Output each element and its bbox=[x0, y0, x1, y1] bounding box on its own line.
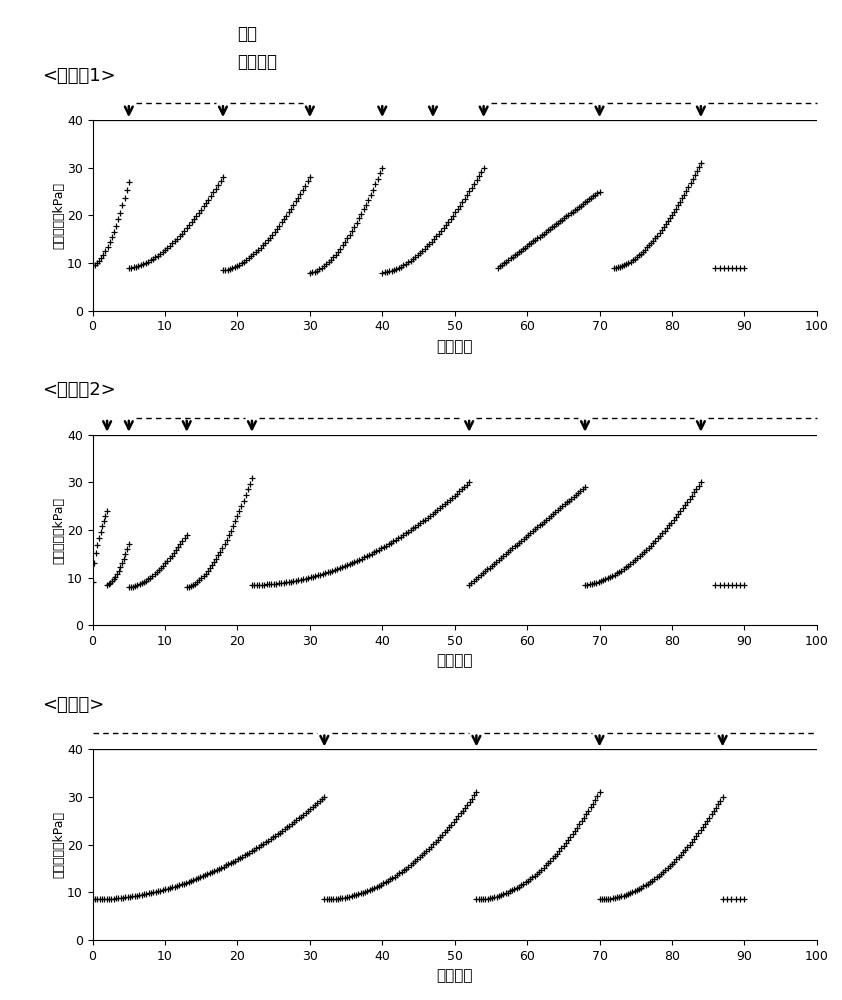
Text: 膜的: 膜的 bbox=[237, 25, 258, 43]
Text: <比较例2>: <比较例2> bbox=[42, 381, 115, 399]
Y-axis label: 跨膜压差（kPa）: 跨膜压差（kPa） bbox=[53, 182, 66, 249]
Y-axis label: 跨膜压差（kPa）: 跨膜压差（kPa） bbox=[53, 811, 66, 878]
Text: 药品洗净: 药品洗净 bbox=[237, 53, 278, 71]
Text: <比较例1>: <比较例1> bbox=[42, 67, 115, 85]
Y-axis label: 跨膜压差（kPa）: 跨膜压差（kPa） bbox=[53, 497, 66, 564]
Text: <实施例>: <实施例> bbox=[42, 696, 104, 714]
X-axis label: 运转天数: 运转天数 bbox=[436, 968, 473, 983]
X-axis label: 运转天数: 运转天数 bbox=[436, 654, 473, 669]
X-axis label: 运转天数: 运转天数 bbox=[436, 339, 473, 354]
